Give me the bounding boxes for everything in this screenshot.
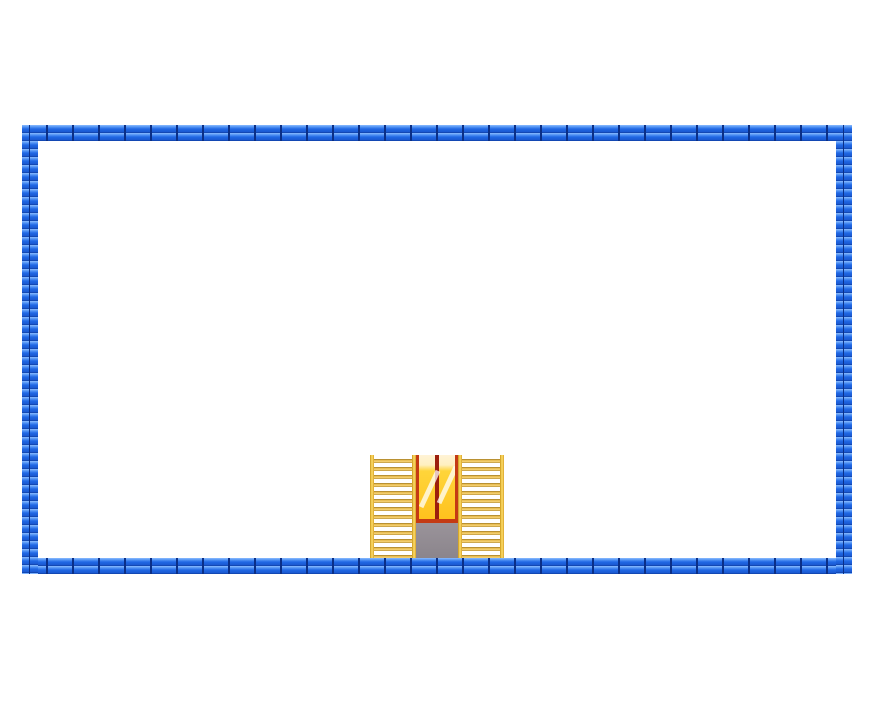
door-glass [419, 455, 455, 519]
exit-door-icon [416, 455, 458, 558]
brick-wall-left [22, 125, 38, 574]
door-base [416, 523, 458, 558]
brick-wall-top [22, 125, 852, 141]
brick-wall-bottom [22, 558, 852, 574]
brick-wall-right [836, 125, 852, 574]
door-divider [435, 455, 439, 519]
ladder-left [370, 455, 416, 558]
ladder-right [458, 455, 504, 558]
